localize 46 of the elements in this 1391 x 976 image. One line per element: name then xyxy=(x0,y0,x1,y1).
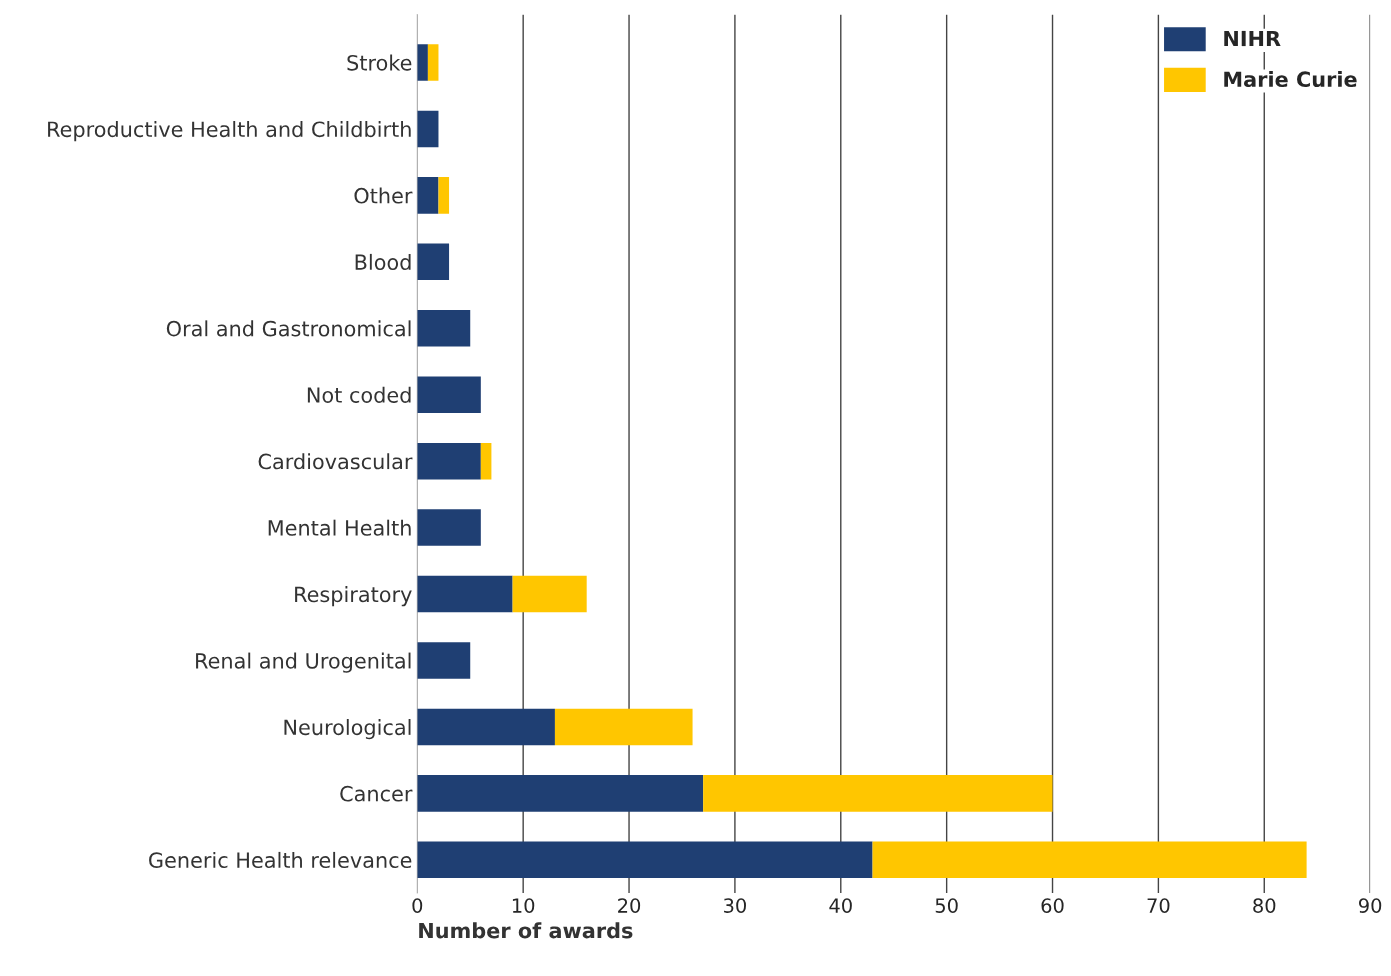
x-tick-label: 90 xyxy=(1358,898,1382,913)
bar xyxy=(417,442,481,480)
x-tick-label: 20 xyxy=(618,898,641,913)
bar xyxy=(427,44,439,81)
bar xyxy=(417,243,450,281)
y-tick-label: Respiratory xyxy=(295,586,412,607)
y-tick-label: Cardiovascular xyxy=(258,453,413,470)
bar xyxy=(417,110,439,148)
y-tick-label: Reproductive Health and Childbirth xyxy=(48,121,411,142)
x-tick-label: 70 xyxy=(1147,898,1170,913)
y-tick-label: Other xyxy=(354,187,413,204)
x-tick-label: 10 xyxy=(512,898,535,913)
x-tick-label: 60 xyxy=(1041,898,1064,913)
bar xyxy=(872,841,1307,879)
y-tick-label: Renal and Urogenital xyxy=(196,652,411,673)
bar xyxy=(417,309,471,347)
y-tick-label: Generic Health relevance xyxy=(149,851,412,869)
bar xyxy=(703,775,1053,812)
bar xyxy=(554,708,693,746)
x-tick-label: 40 xyxy=(829,898,852,913)
bar xyxy=(417,841,873,879)
x-tick-label: 30 xyxy=(724,898,746,913)
bar xyxy=(438,177,450,214)
bar xyxy=(417,575,513,613)
y-tick-label: Neurological xyxy=(284,719,411,740)
bar xyxy=(417,376,481,413)
y-tick-label: Blood xyxy=(355,253,411,271)
x-tick-label: 0 xyxy=(412,898,423,913)
bar xyxy=(417,177,439,214)
x-axis-title: Number of awards xyxy=(419,922,633,939)
x-tick-label: 80 xyxy=(1253,898,1276,913)
legend-label: NIHR xyxy=(1224,30,1281,47)
bar xyxy=(417,44,428,81)
y-tick-label: Oral and Gastronomical xyxy=(166,320,411,337)
bar xyxy=(480,442,492,480)
y-tick-label: Cancer xyxy=(340,785,413,802)
x-tick-label: 50 xyxy=(935,898,958,913)
y-tick-label: Not coded xyxy=(307,386,411,403)
legend-label: Marie Curie xyxy=(1224,71,1357,88)
y-tick-label: Stroke xyxy=(347,54,412,71)
bar xyxy=(417,708,555,746)
bar xyxy=(512,575,587,613)
bar xyxy=(417,775,704,812)
y-tick-label: Mental Health xyxy=(268,519,411,536)
bar xyxy=(417,509,481,546)
bar xyxy=(417,642,471,679)
